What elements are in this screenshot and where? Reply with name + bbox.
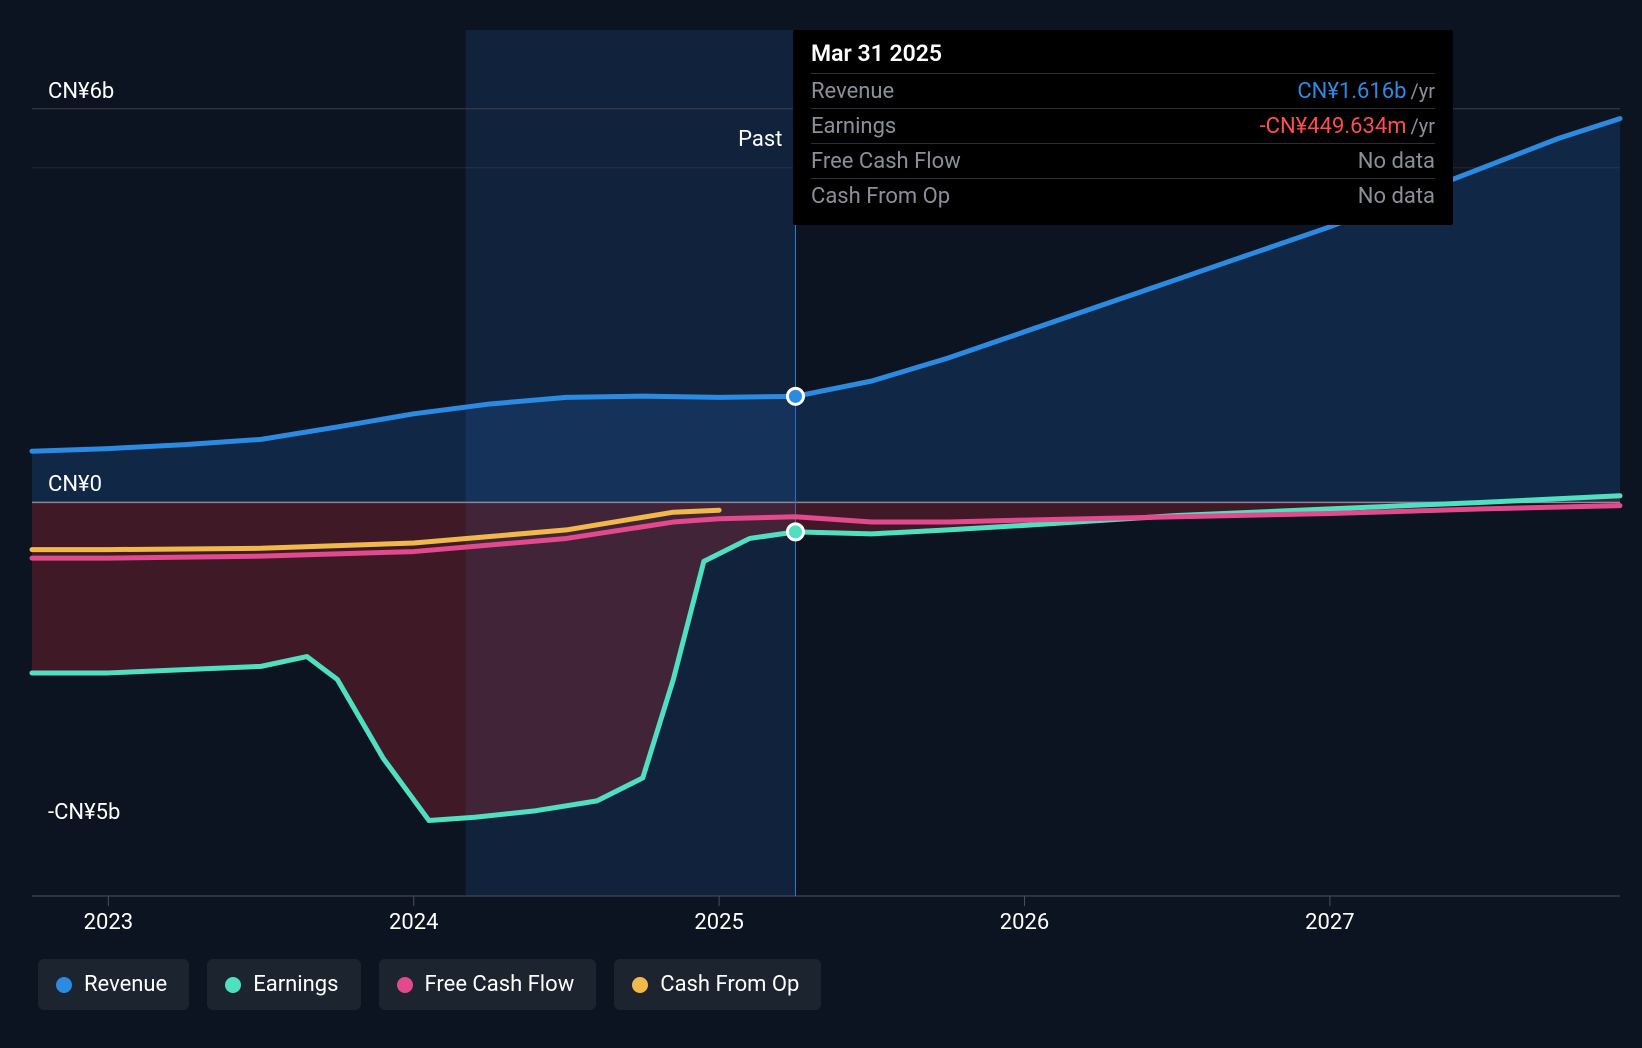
tooltip-row-value: No data (1358, 184, 1435, 209)
tooltip-row: Revenue CN¥1.616b/yr (811, 73, 1435, 108)
legend-item-fcf[interactable]: Free Cash Flow (379, 959, 597, 1010)
legend-dot-icon (225, 977, 241, 993)
x-tick-label: 2023 (84, 910, 133, 935)
tooltip-row-label: Cash From Op (811, 184, 950, 209)
legend-item-label: Cash From Op (660, 972, 799, 997)
legend-item-earnings[interactable]: Earnings (207, 959, 360, 1010)
legend-item-cfo[interactable]: Cash From Op (614, 959, 821, 1010)
financial-forecast-chart: CN¥6b CN¥0 -CN¥5b Past Analysts Forecast… (0, 0, 1642, 1048)
legend-item-label: Free Cash Flow (425, 972, 575, 997)
x-tick-label: 2024 (389, 910, 438, 935)
past-label: Past (738, 127, 782, 152)
legend-dot-icon (56, 977, 72, 993)
tooltip-row: Cash From Op No data (811, 178, 1435, 213)
tooltip-row-label: Free Cash Flow (811, 149, 961, 174)
legend-dot-icon (632, 977, 648, 993)
x-tick-label: 2025 (694, 910, 743, 935)
tooltip-row-value: -CN¥449.634m/yr (1260, 114, 1435, 139)
x-tick-label: 2026 (1000, 910, 1049, 935)
hover-tooltip: Mar 31 2025 Revenue CN¥1.616b/yr Earnings -… (793, 30, 1453, 225)
x-tick-label: 2027 (1305, 910, 1354, 935)
y-tick-label: CN¥0 (48, 472, 102, 497)
legend-item-label: Revenue (84, 972, 167, 997)
tooltip-row: Free Cash Flow No data (811, 143, 1435, 178)
tooltip-date: Mar 31 2025 (811, 40, 1435, 73)
tooltip-row-value: No data (1358, 149, 1435, 174)
tooltip-row-value: CN¥1.616b/yr (1297, 79, 1435, 104)
tooltip-row-label: Earnings (811, 114, 896, 139)
tooltip-row: Earnings -CN¥449.634m/yr (811, 108, 1435, 143)
y-tick-label: CN¥6b (48, 79, 114, 104)
legend-dot-icon (397, 977, 413, 993)
chart-legend: Revenue Earnings Free Cash Flow Cash From O… (38, 959, 821, 1010)
legend-item-revenue[interactable]: Revenue (38, 959, 189, 1010)
tooltip-row-label: Revenue (811, 79, 894, 104)
legend-item-label: Earnings (253, 972, 338, 997)
y-tick-label: -CN¥5b (48, 800, 120, 825)
